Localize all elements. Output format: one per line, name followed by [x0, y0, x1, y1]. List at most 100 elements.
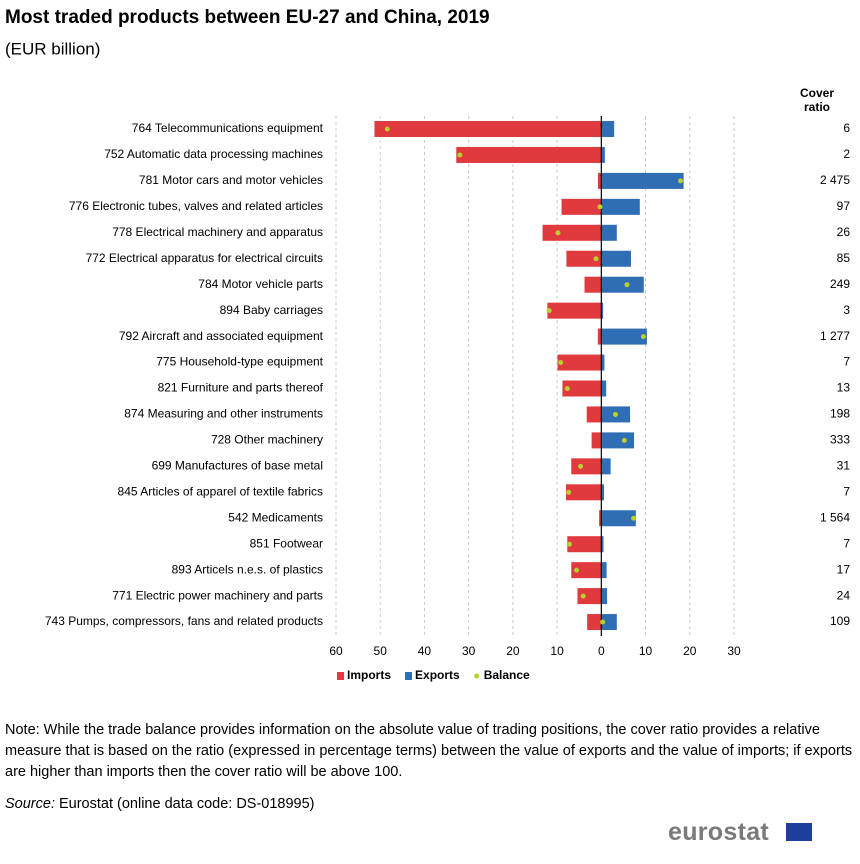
cover-ratio: 13 — [837, 381, 851, 395]
chart-subtitle: (EUR billion) — [5, 39, 100, 58]
bar — [601, 458, 611, 475]
bar — [542, 224, 602, 241]
category-label: 874 Measuring and other instruments — [124, 407, 323, 421]
x-tick-label: 0 — [598, 644, 605, 658]
category-label: 752 Automatic data processing machines — [104, 147, 323, 161]
cover-ratio: 24 — [837, 588, 851, 602]
category-label: 764 Telecommunications equipment — [132, 121, 324, 135]
bar — [601, 588, 608, 605]
x-tick-label: 20 — [683, 644, 697, 658]
balance-dot — [597, 204, 603, 210]
cover-ratio: 1 564 — [820, 510, 850, 524]
x-tick-label: 60 — [329, 644, 343, 658]
bar — [456, 146, 602, 163]
cover-ratio: 109 — [830, 614, 850, 628]
category-label: 851 Footwear — [250, 536, 323, 550]
bar — [571, 562, 602, 579]
x-tick-label: 20 — [506, 644, 520, 658]
legend-label: Imports — [347, 668, 391, 682]
bar — [567, 536, 602, 553]
bar — [601, 510, 636, 527]
bar — [601, 536, 604, 553]
cover-ratio: 7 — [843, 484, 850, 498]
legend-marker — [337, 672, 344, 680]
bar — [598, 172, 602, 189]
source: Source: Eurostat (online data code: DS-01… — [5, 796, 315, 812]
cover-ratio: 7 — [843, 355, 850, 369]
bar — [599, 510, 602, 527]
bar — [565, 484, 602, 501]
category-label: 743 Pumps, compressors, fans and related… — [45, 614, 323, 628]
cover-ratio: 6 — [843, 121, 850, 135]
balance-dot — [640, 334, 646, 340]
bar — [601, 172, 684, 189]
bar — [587, 614, 602, 631]
balance-dot — [621, 437, 627, 443]
balance-dot — [578, 463, 584, 469]
legend-marker — [405, 672, 413, 680]
cover-ratio: 3 — [843, 303, 850, 317]
balance-dot — [612, 411, 618, 417]
bar — [577, 588, 602, 605]
bar — [601, 432, 635, 449]
balance-dot — [564, 386, 570, 391]
balance-dot — [558, 360, 564, 366]
bar — [591, 432, 602, 449]
cover-ratio: 85 — [837, 251, 851, 265]
category-label: 845 Articles of apparel of textile fabri… — [118, 484, 323, 498]
cover-ratio-header: Cover ratio — [799, 86, 834, 114]
bar — [601, 302, 604, 319]
balance-dot — [631, 515, 637, 521]
balance-dot — [555, 230, 561, 236]
x-tick-label: 30 — [727, 644, 741, 658]
legend-marker — [474, 673, 480, 679]
bar — [601, 224, 617, 241]
cover-ratio: 2 475 — [820, 173, 850, 187]
balance-dot — [384, 126, 390, 132]
legend-label: Balance — [484, 668, 530, 682]
bar — [601, 614, 617, 631]
cover-ratio: 198 — [830, 407, 850, 421]
bar — [561, 198, 602, 215]
x-tick-label: 10 — [639, 644, 653, 658]
category-label: 893 Articels n.e.s. of plastics — [172, 562, 323, 576]
category-label: 542 Medicaments — [228, 510, 323, 524]
x-tick-label: 50 — [374, 644, 388, 658]
cover-ratio: 97 — [837, 199, 851, 213]
bar — [601, 250, 631, 267]
bar — [601, 198, 640, 215]
bar — [601, 380, 607, 397]
bar — [601, 276, 644, 293]
bar — [597, 328, 602, 345]
category-label: 821 Furniture and parts thereof — [158, 381, 324, 395]
cover-ratio: 26 — [837, 225, 851, 239]
bar — [601, 484, 604, 501]
note: Note: While the trade balance provides i… — [5, 722, 853, 780]
bar — [601, 328, 647, 345]
category-label: 792 Aircraft and associated equipment — [119, 329, 324, 343]
balance-dot — [593, 256, 599, 262]
cover-ratio: 2 — [843, 147, 850, 161]
bar — [571, 458, 602, 475]
balance-dot — [677, 178, 683, 184]
category-label: 784 Motor vehicle parts — [198, 277, 323, 291]
bar — [547, 302, 602, 319]
bar — [601, 146, 605, 163]
source-label: Source: — [5, 796, 55, 812]
balance-dot — [566, 489, 572, 495]
category-label: 778 Electrical machinery and apparatus — [112, 225, 323, 239]
cover-ratio: 1 277 — [820, 329, 850, 343]
source-text: Eurostat (online data code: DS-018995) — [58, 796, 315, 812]
category-label: 775 Household-type equipment — [156, 355, 323, 369]
bar — [566, 250, 602, 267]
x-tick-label: 10 — [550, 644, 564, 658]
bar — [584, 276, 602, 293]
balance-dot — [624, 282, 630, 288]
cover-ratio: 17 — [837, 562, 851, 576]
balance-dot — [600, 619, 606, 625]
balance-dot — [574, 567, 580, 573]
bar — [562, 380, 602, 397]
balance-dot — [457, 152, 463, 158]
